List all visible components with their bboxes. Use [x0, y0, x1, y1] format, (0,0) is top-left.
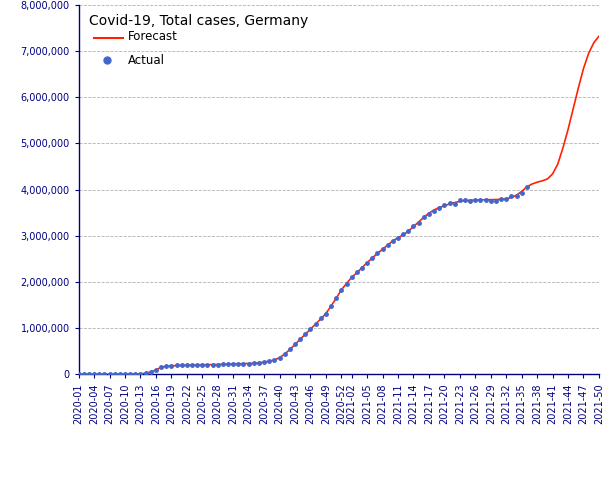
- Actual: [204, 362, 211, 368]
- Forecast: [523, 184, 531, 190]
- Actual: [296, 336, 304, 342]
- Forecast: [312, 321, 319, 327]
- Forecast: [75, 372, 82, 377]
- Forecast: [188, 362, 195, 368]
- Line: Forecast: Forecast: [79, 36, 599, 374]
- Forecast: [595, 33, 603, 39]
- Actual: [198, 362, 206, 368]
- Text: Covid-19, Total cases, Germany: Covid-19, Total cases, Germany: [89, 14, 309, 28]
- Text: Actual: Actual: [128, 54, 165, 67]
- Actual: [85, 372, 93, 377]
- Actual: [492, 198, 500, 204]
- Forecast: [482, 197, 489, 203]
- Line: Actual: Actual: [77, 185, 529, 376]
- Forecast: [173, 363, 180, 369]
- Actual: [338, 287, 345, 292]
- Actual: [75, 372, 82, 377]
- Text: Forecast: Forecast: [128, 30, 178, 43]
- Forecast: [441, 203, 448, 209]
- Actual: [523, 184, 531, 190]
